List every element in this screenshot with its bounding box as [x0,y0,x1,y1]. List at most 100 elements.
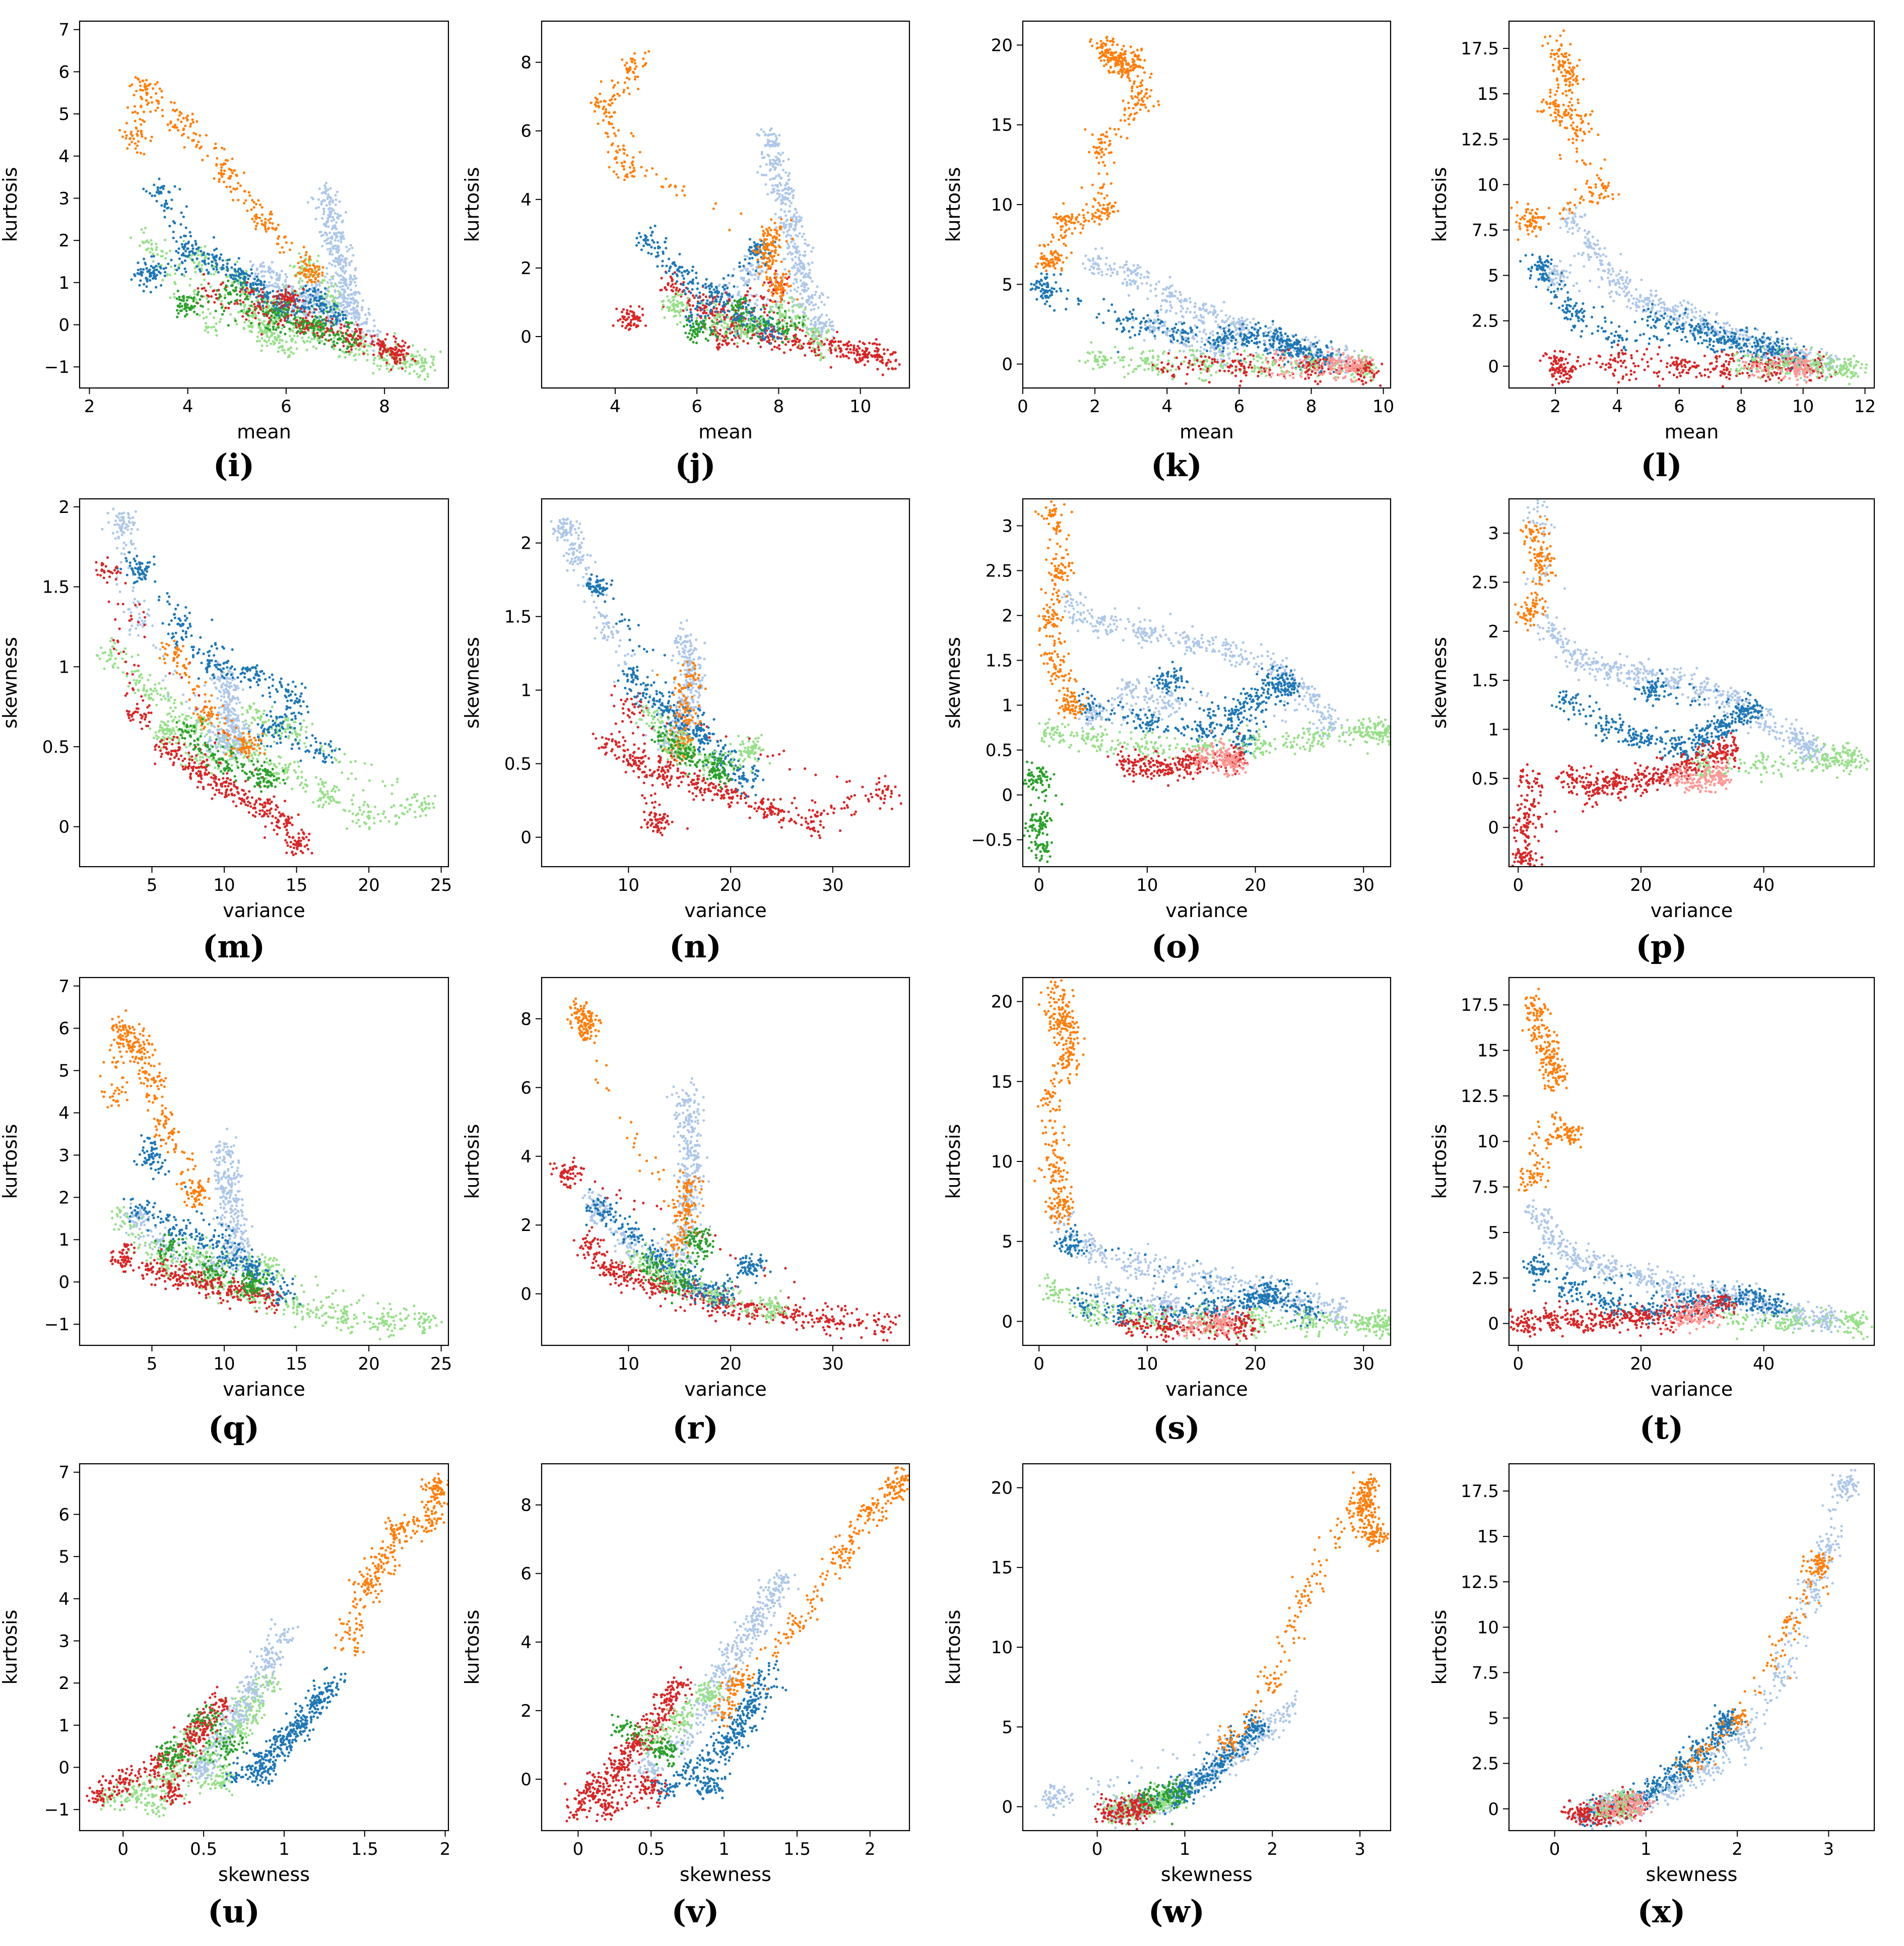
data-point [791,318,794,321]
data-point [322,332,325,336]
data-point [140,104,143,107]
data-point [182,252,185,255]
data-point [724,339,727,342]
data-point [314,207,318,210]
data-point [197,263,200,266]
data-point [787,186,790,189]
data-point [322,223,326,226]
data-point [795,337,798,340]
data-point [250,326,254,329]
data-point [322,210,325,213]
data-point [346,329,349,332]
data-point [161,254,164,257]
data-point [793,288,796,291]
data-point [814,290,818,293]
series-red [612,267,901,376]
data-point [303,320,306,324]
data-point [738,265,741,269]
data-point [765,304,768,307]
data-point [773,345,776,349]
data-point [248,308,251,312]
data-point [289,330,292,333]
data-point [266,334,269,337]
data-point [263,286,266,289]
data-point [343,325,346,328]
data-point [397,350,400,353]
data-point [794,340,797,343]
data-point [803,285,806,288]
data-point [349,297,352,300]
data-point [812,304,815,307]
data-point [787,340,790,343]
data-point [335,260,339,263]
data-point [763,255,766,258]
data-point [758,273,761,276]
data-point [734,331,737,334]
data-point [182,127,185,131]
data-point [328,203,332,206]
data-point [189,235,192,238]
data-point [771,191,774,194]
data-point [791,321,794,325]
data-point [801,283,804,286]
data-point [180,305,183,308]
data-point [760,151,763,154]
data-point [814,293,817,296]
data-point [265,230,268,233]
data-point [309,296,312,299]
data-point [633,78,637,81]
data-point [784,214,787,217]
data-point [255,307,258,310]
data-point [841,353,844,356]
data-point [358,316,361,319]
data-point [221,306,224,309]
data-point [714,202,717,205]
data-point [810,350,813,353]
data-point [807,273,810,277]
data-point [714,303,717,306]
data-point [328,201,331,204]
data-point [718,338,722,341]
data-point [161,96,164,99]
data-point [405,352,408,355]
data-point [829,342,832,345]
data-point [249,282,252,285]
data-point [156,106,159,109]
data-point [861,349,864,352]
data-point [369,345,372,348]
data-point [248,295,251,298]
data-point [344,340,348,343]
data-point [402,356,405,359]
data-point [771,188,775,191]
data-point [202,316,205,320]
data-point [272,295,275,298]
data-point [229,293,232,296]
data-point [871,342,874,345]
x-tick-label: 2 [84,397,95,417]
data-point [355,305,358,308]
data-point [775,232,778,235]
y-tick-label: 5 [58,104,70,124]
data-point [321,217,324,220]
data-point [321,274,324,277]
data-point [212,256,215,259]
data-point [814,320,817,323]
data-point [294,302,297,306]
data-point [858,340,861,343]
data-point [767,252,770,255]
data-point [683,194,686,197]
data-point [787,178,791,181]
data-point [826,296,829,299]
data-point [773,168,776,171]
data-point [817,346,820,349]
data-point [283,285,286,288]
data-point [320,297,323,300]
data-point [153,266,156,269]
data-point [351,321,354,325]
data-point [278,235,281,238]
data-point [216,157,219,160]
data-point [349,244,352,247]
data-point [170,101,173,104]
data-point [424,357,427,361]
data-point [134,110,137,113]
